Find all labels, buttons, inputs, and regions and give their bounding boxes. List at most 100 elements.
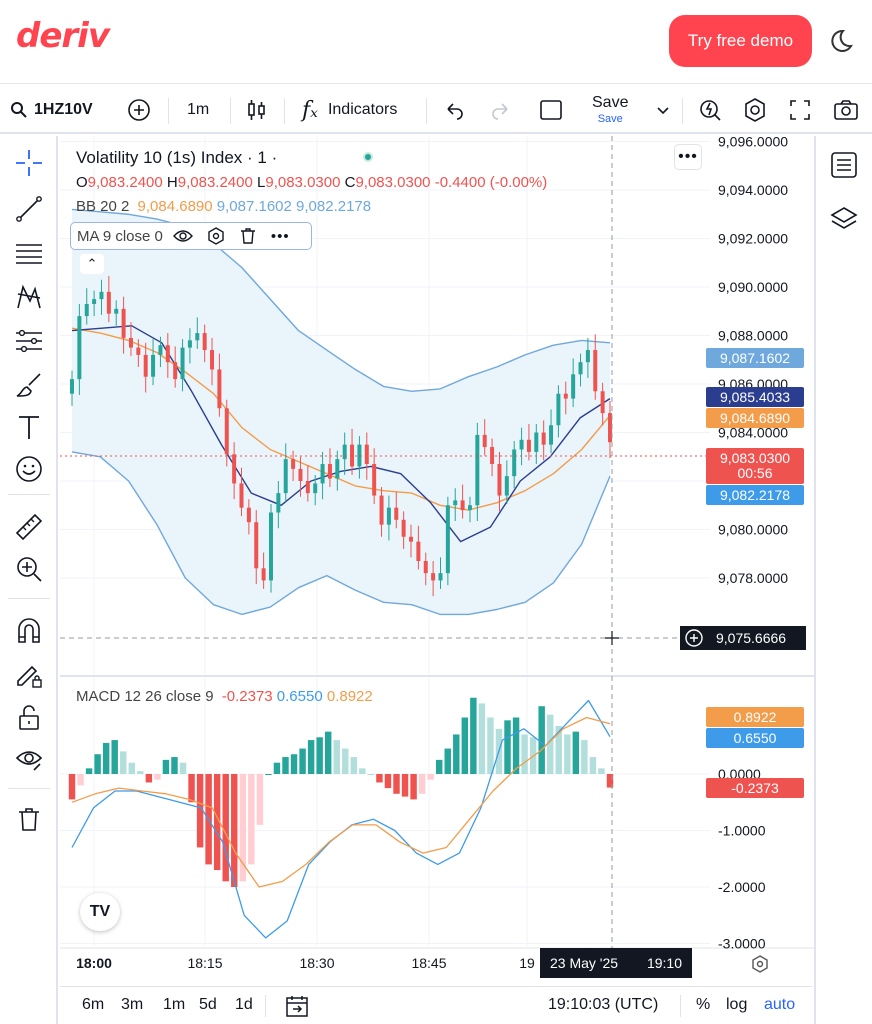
candle-body bbox=[136, 347, 141, 355]
moon-icon[interactable] bbox=[826, 27, 854, 55]
go-to-date-icon[interactable] bbox=[284, 993, 310, 1019]
macd-signal-label: 0.8922 bbox=[706, 707, 804, 727]
pencil-lock-icon bbox=[17, 665, 42, 688]
macd-histogram-bar bbox=[196, 774, 204, 848]
auto-scale-button[interactable]: auto bbox=[764, 996, 796, 1013]
redo-button[interactable] bbox=[490, 86, 512, 134]
chart-canvas[interactable]: 9,096.0000 9,094.0000 9,092.0000 9,090.0000… bbox=[60, 136, 814, 986]
magnet-tool[interactable] bbox=[12, 614, 46, 648]
candle-body bbox=[556, 393, 561, 426]
range-6m-button[interactable]: 6m bbox=[82, 996, 105, 1013]
candle-body bbox=[585, 350, 590, 363]
save-dropdown[interactable] bbox=[655, 86, 671, 134]
candle-body bbox=[180, 347, 185, 380]
macd-histogram-bar bbox=[179, 762, 187, 774]
gear-icon[interactable] bbox=[207, 227, 225, 245]
macd-histogram-bar bbox=[77, 774, 84, 786]
smiley-icon bbox=[16, 456, 42, 482]
crosshair-price-badge[interactable]: 9,075.6666 bbox=[680, 626, 806, 650]
macd-histogram-bar bbox=[581, 740, 588, 774]
candle-body bbox=[357, 444, 362, 467]
macd-histogram-bar bbox=[324, 731, 332, 774]
candle-body bbox=[239, 483, 244, 508]
screenshot-button[interactable] bbox=[832, 86, 860, 134]
projection-tool[interactable] bbox=[12, 324, 46, 358]
macd-legend[interactable]: MACD 12 26 close 9 -0.2373 0.6550 0.8922 bbox=[76, 688, 373, 705]
deriv-logo[interactable]: deriv bbox=[16, 16, 110, 56]
interval-button[interactable]: 1m bbox=[187, 101, 210, 118]
crosshair-cursor-icon bbox=[605, 631, 619, 645]
eye-icon[interactable] bbox=[172, 228, 193, 244]
watchlist-button[interactable] bbox=[827, 148, 861, 182]
text-tool[interactable] bbox=[12, 410, 46, 444]
candle-body bbox=[541, 432, 546, 445]
utc-clock[interactable]: 19:10:03 (UTC) bbox=[548, 996, 659, 1013]
quick-search-button[interactable] bbox=[697, 86, 723, 134]
macd-histogram-bar bbox=[316, 737, 323, 774]
collapse-legend-button[interactable]: ⌃ bbox=[80, 254, 104, 274]
try-free-demo-button[interactable]: Try free demo bbox=[669, 15, 812, 67]
trash-icon[interactable] bbox=[239, 227, 257, 245]
emoji-tool[interactable] bbox=[12, 452, 46, 486]
candle-body bbox=[608, 413, 612, 443]
settings-button[interactable] bbox=[742, 86, 768, 134]
undo-button[interactable] bbox=[443, 86, 465, 134]
fullscreen-button[interactable] bbox=[788, 86, 812, 134]
time-tick-label: 19 bbox=[519, 955, 535, 971]
range-5d-button[interactable]: 5d bbox=[199, 996, 217, 1013]
symbol-search[interactable]: 1HZ10V bbox=[10, 86, 93, 134]
drawing-toolbar bbox=[0, 136, 58, 1024]
change-value: -0.4400 (-0.00%) bbox=[434, 174, 548, 191]
macd-histogram-bar bbox=[137, 771, 144, 774]
range-1m-button[interactable]: 1m bbox=[163, 996, 186, 1013]
macd-histogram-bar bbox=[128, 762, 136, 774]
trend-line-tool[interactable] bbox=[12, 192, 46, 226]
tradingview-logo[interactable]: TV bbox=[80, 893, 120, 931]
save-button[interactable]: Save Save bbox=[592, 86, 628, 134]
macd-histogram-bar bbox=[504, 720, 511, 774]
candle-body bbox=[254, 522, 259, 569]
text-icon bbox=[19, 416, 39, 439]
right-panel-toolbar bbox=[814, 136, 872, 1024]
more-options-button[interactable]: ••• bbox=[674, 144, 702, 170]
zoom-tool[interactable] bbox=[12, 552, 46, 586]
more-dots-icon[interactable]: ••• bbox=[270, 227, 290, 245]
brush-tool[interactable] bbox=[12, 368, 46, 402]
hide-drawings-tool[interactable] bbox=[12, 742, 46, 776]
log-scale-button[interactable]: log bbox=[726, 996, 748, 1013]
measure-tool[interactable] bbox=[12, 510, 46, 544]
bb-legend[interactable]: BB 20 2 9,084.6890 9,087.1602 9,082.2178 bbox=[76, 198, 371, 215]
chart-type-button[interactable] bbox=[244, 86, 270, 134]
pattern-tool[interactable] bbox=[12, 280, 46, 314]
camera-icon bbox=[834, 100, 858, 120]
macd-histogram-bar bbox=[68, 774, 76, 800]
macd-histogram-bar bbox=[435, 759, 443, 774]
percent-scale-button[interactable]: % bbox=[696, 996, 711, 1013]
remove-drawings-tool[interactable] bbox=[12, 802, 46, 836]
price-tick-label: 9,078.0000 bbox=[718, 570, 788, 586]
lock-drawings-tool[interactable] bbox=[12, 658, 46, 692]
crosshair-tool[interactable] bbox=[12, 146, 46, 180]
candle-body bbox=[379, 495, 384, 525]
candle-body bbox=[578, 362, 583, 375]
indicators-button[interactable]: fₓ Indicators bbox=[302, 86, 397, 134]
chevron-up-icon: ⌃ bbox=[86, 256, 98, 271]
plus-circle-icon[interactable] bbox=[684, 628, 704, 648]
ma-legend[interactable]: MA 9 close 0 ••• bbox=[70, 222, 312, 250]
range-1d-button[interactable]: 1d bbox=[235, 996, 253, 1013]
compare-add-button[interactable] bbox=[126, 86, 152, 134]
candle-body bbox=[84, 303, 89, 317]
crosshair-date: 23 May '25 bbox=[550, 955, 619, 971]
macd-histogram-bar bbox=[453, 734, 460, 774]
range-3m-button[interactable]: 3m bbox=[121, 996, 144, 1013]
fib-tool[interactable] bbox=[12, 236, 46, 270]
candle-body bbox=[593, 350, 598, 392]
candle-body bbox=[106, 291, 111, 314]
candle-body bbox=[143, 354, 148, 377]
layers-button[interactable] bbox=[827, 202, 861, 236]
axis-settings-icon[interactable] bbox=[750, 954, 770, 974]
lock-all-tool[interactable] bbox=[12, 700, 46, 734]
fullscreen-rect-button[interactable] bbox=[538, 86, 564, 134]
price-tick-label: 9,092.0000 bbox=[718, 231, 788, 247]
macd-histogram-bar bbox=[564, 734, 571, 774]
